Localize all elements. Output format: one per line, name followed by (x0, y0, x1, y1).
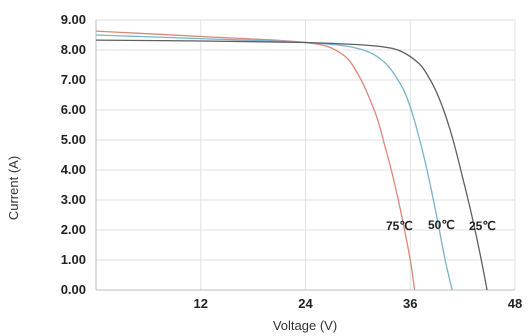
plot-frame (95, 20, 515, 291)
series-label-0: 75℃ (386, 219, 413, 233)
series-label-1: 50℃ (428, 218, 455, 232)
y-tick-label: 3.00 (61, 192, 86, 207)
x-tick-label: 48 (508, 296, 522, 311)
ticks-layer: 0.00 1.00 2.00 3.00 4.00 5.00 6.00 7.00 8.00 9.00… (61, 12, 523, 311)
series-line-1 (95, 34, 453, 291)
series-line-0 (95, 30, 416, 291)
y-tick-label: 5.00 (61, 132, 86, 147)
series-label-2: 25℃ (469, 219, 496, 233)
series-layer: 75℃ 50℃ 25℃ (95, 30, 496, 291)
y-tick-label: 4.00 (61, 162, 86, 177)
x-tick-label: 12 (194, 296, 208, 311)
series-line-2 (95, 39, 488, 291)
y-tick-label: 8.00 (61, 42, 86, 57)
y-tick-label: 0.00 (61, 282, 86, 297)
y-tick-label: 6.00 (61, 102, 86, 117)
y-tick-label: 7.00 (61, 72, 86, 87)
y-axis-label: Current (A) (6, 156, 21, 220)
x-axis-label: Voltage (V) (273, 318, 337, 333)
x-tick-label: 36 (403, 296, 417, 311)
y-tick-label: 2.00 (61, 222, 86, 237)
x-tick-label: 24 (298, 296, 313, 311)
grid (96, 19, 516, 291)
y-tick-label: 9.00 (61, 12, 86, 27)
y-tick-label: 1.00 (61, 252, 86, 267)
